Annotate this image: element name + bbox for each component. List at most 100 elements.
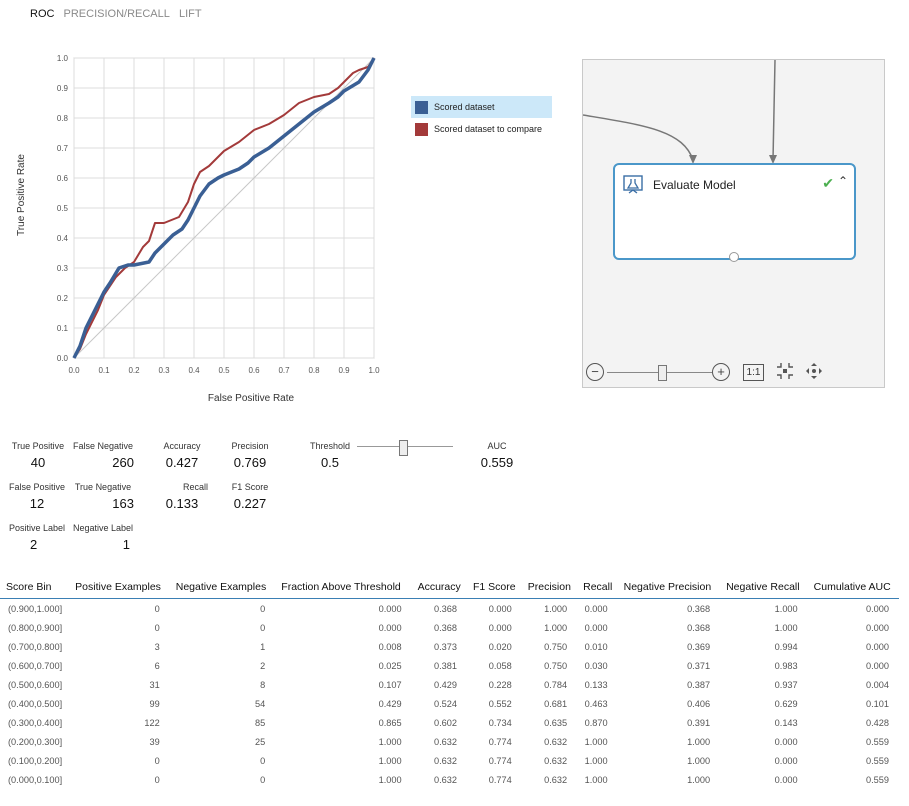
table-row: (0.800,0.900] 0 0 0.000 0.368 0.000 1.000 0.000… xyxy=(0,618,899,637)
table-cell: 0.368 xyxy=(687,603,711,614)
table-cell: 0.774 xyxy=(488,774,512,785)
connection-lines xyxy=(583,60,777,164)
table-cell: 0.774 xyxy=(488,755,512,766)
output-port[interactable] xyxy=(729,252,739,262)
table-cell: 1.000 xyxy=(584,736,608,747)
chart-tabs: ROC PRECISION/RECALL LIFT xyxy=(30,8,208,20)
x-tick-label: 0.6 xyxy=(248,366,260,375)
metric-value: 0.133 xyxy=(165,496,199,511)
column-header[interactable]: Negative Precision xyxy=(617,578,721,599)
threshold-slider[interactable] xyxy=(357,440,453,456)
table-cell: 0.000 xyxy=(488,622,512,633)
zoom-in-icon[interactable]: + xyxy=(712,363,730,381)
legend-swatch xyxy=(415,122,428,136)
zoom-slider-thumb[interactable] xyxy=(658,365,667,381)
table-cell: 1.000 xyxy=(687,736,711,747)
actual-size-button[interactable]: 1:1 xyxy=(743,364,764,381)
table-cell: 0.368 xyxy=(433,622,457,633)
table-cell: 0.000 xyxy=(584,622,608,633)
table-cell: 8 xyxy=(260,679,266,690)
table-cell: 0.552 xyxy=(488,698,512,709)
table-cell: 0.381 xyxy=(433,660,457,671)
table-cell: 1.000 xyxy=(378,774,402,785)
table-cell: 0.681 xyxy=(544,698,568,709)
x-tick-label: 0.8 xyxy=(308,366,320,375)
table-row: (0.600,0.700] 6 2 0.025 0.381 0.058 0.750 0.030… xyxy=(0,656,899,675)
table-cell: 0.010 xyxy=(584,641,608,652)
y-tick-label: 0.2 xyxy=(57,294,69,303)
chevron-up-icon[interactable]: ⌃ xyxy=(837,174,848,188)
table-cell: 0.228 xyxy=(488,679,512,690)
tab-lift[interactable]: LIFT xyxy=(178,8,202,20)
metric-negative-label: Negative Label 1 xyxy=(72,523,134,552)
table-cell: 0.559 xyxy=(866,774,889,785)
column-header[interactable]: Negative Recall xyxy=(720,578,808,599)
column-header[interactable]: Cumulative AUC xyxy=(807,578,899,599)
table-cell: 0.983 xyxy=(774,660,798,671)
x-axis-label: False Positive Rate xyxy=(208,393,295,404)
metric-false-negative: False Negative 260 xyxy=(72,441,134,470)
metric-recall: Recall 0.133 xyxy=(156,482,208,511)
table-cell: 0.865 xyxy=(378,717,402,728)
table-cell: 0 xyxy=(154,774,160,785)
metric-threshold: Threshold 0.5 xyxy=(302,441,358,470)
table-cell: (0.000,0.100] xyxy=(8,774,63,785)
tab-roc[interactable]: ROC xyxy=(30,8,55,20)
metric-label: True Negative xyxy=(74,482,132,492)
y-tick-label: 0.3 xyxy=(57,264,69,273)
pan-icon[interactable] xyxy=(805,362,823,380)
x-tick-label: 0.7 xyxy=(278,366,290,375)
table-cell: 0.143 xyxy=(774,717,798,728)
legend-item-scored-dataset[interactable]: Scored dataset xyxy=(411,96,552,118)
metric-value: 40 xyxy=(30,455,46,470)
table-cell: 0.387 xyxy=(687,679,711,690)
table-cell: 0.000 xyxy=(488,603,512,614)
x-tick-label: 0.1 xyxy=(98,366,110,375)
table-cell: 0.000 xyxy=(866,641,889,652)
y-tick-label: 0.4 xyxy=(57,234,69,243)
table-cell: 1.000 xyxy=(774,622,798,633)
metric-value: 0.769 xyxy=(233,455,267,470)
table-cell: 0.635 xyxy=(544,717,568,728)
table-cell: 0.632 xyxy=(544,755,568,766)
column-header[interactable]: F1 Score xyxy=(466,578,522,599)
column-header[interactable]: Fraction Above Threshold xyxy=(275,578,412,599)
table-cell: 0.020 xyxy=(488,641,512,652)
table-cell: 0 xyxy=(154,755,160,766)
tab-precision-recall[interactable]: PRECISION/RECALL xyxy=(63,8,170,20)
table-cell: (0.600,0.700] xyxy=(8,660,63,671)
column-header[interactable]: Positive Examples xyxy=(69,578,170,599)
column-header[interactable]: Score Bin xyxy=(0,578,70,599)
column-header[interactable]: Accuracy xyxy=(411,578,467,599)
x-tick-label: 0.2 xyxy=(128,366,140,375)
metric-value: 0.427 xyxy=(165,455,199,470)
table-cell: 0.030 xyxy=(584,660,608,671)
table-cell: 0.000 xyxy=(584,603,608,614)
threshold-thumb[interactable] xyxy=(399,440,408,456)
metric-positive-label: Positive Label 2 xyxy=(6,523,68,552)
y-tick-label: 0.7 xyxy=(57,144,69,153)
metric-value: 163 xyxy=(112,496,134,511)
fit-to-screen-icon[interactable] xyxy=(776,362,794,380)
evaluate-model-module[interactable]: Evaluate Model ✔ ⌃ xyxy=(613,163,856,262)
table-cell: 2 xyxy=(260,660,266,671)
table-cell: 1.000 xyxy=(687,755,711,766)
table-cell: 0.750 xyxy=(544,660,568,671)
column-header[interactable]: Recall xyxy=(577,578,618,599)
score-bin-table: Score Bin Positive Examples Negative Examp… xyxy=(0,578,899,789)
zoom-out-icon[interactable]: − xyxy=(586,363,604,381)
column-header[interactable]: Negative Examples xyxy=(169,578,276,599)
metric-label: Positive Label xyxy=(8,523,66,533)
table-cell: 0.000 xyxy=(774,736,798,747)
table-cell: 0.000 xyxy=(866,603,889,614)
legend-item-scored-dataset-compare[interactable]: Scored dataset to compare xyxy=(411,118,552,140)
legend-label: Scored dataset xyxy=(434,102,495,112)
table-cell: 0.937 xyxy=(774,679,798,690)
column-header[interactable]: Precision xyxy=(521,578,578,599)
metric-value: 2 xyxy=(30,537,38,552)
table-cell: (0.200,0.300] xyxy=(8,736,63,747)
experiment-canvas[interactable]: Evaluate Model ✔ ⌃ − + 1:1 xyxy=(582,59,885,388)
table-cell: 0.368 xyxy=(433,603,457,614)
table-cell: 0.632 xyxy=(433,736,457,747)
table-cell: 1.000 xyxy=(584,755,608,766)
